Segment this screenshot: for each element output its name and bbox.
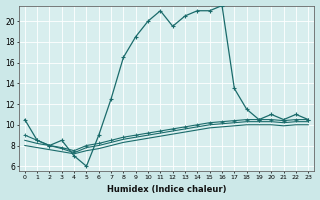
X-axis label: Humidex (Indice chaleur): Humidex (Indice chaleur) bbox=[107, 185, 226, 194]
